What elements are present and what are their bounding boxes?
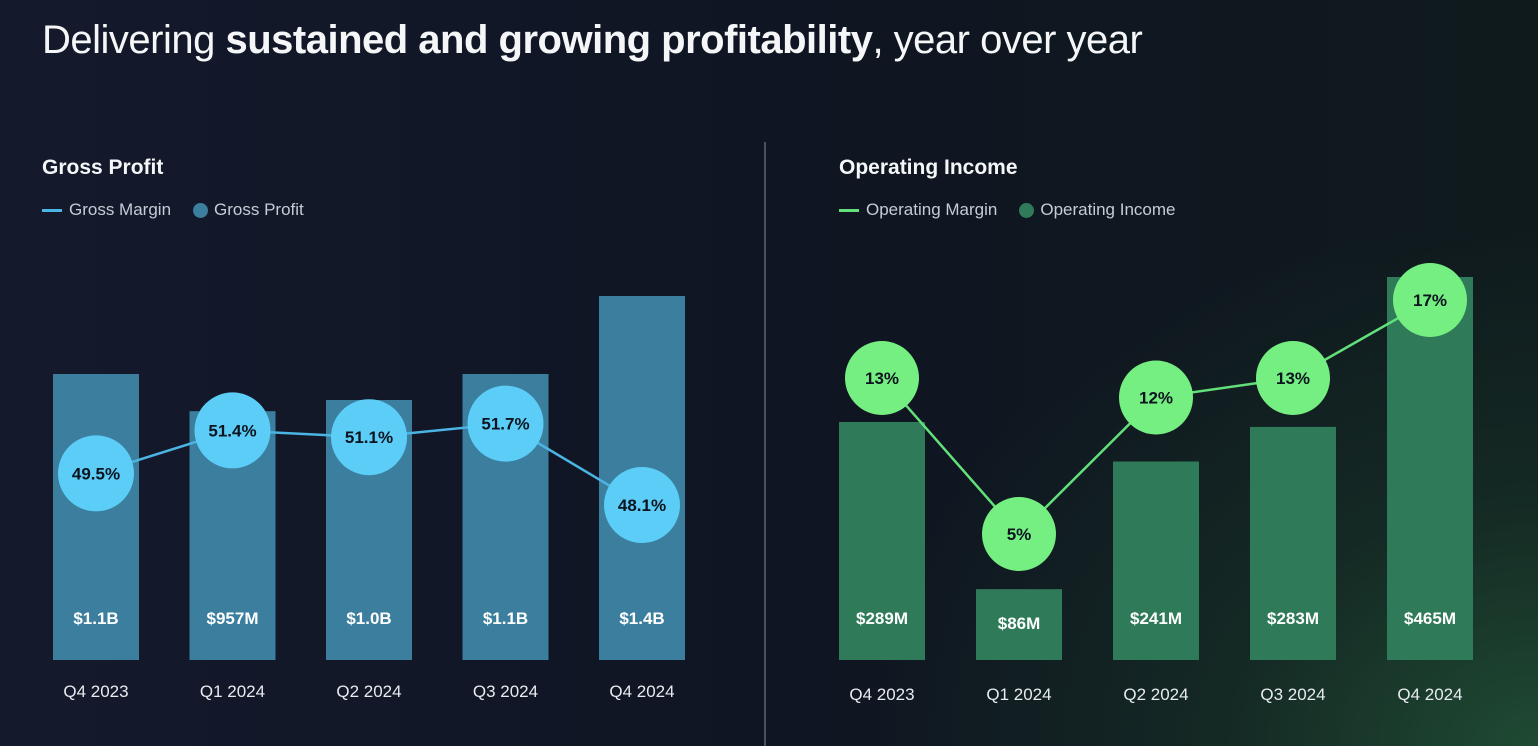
operating-income-bar-4 [1387, 277, 1473, 660]
gross-profit-bar-label-2: $1.0B [346, 609, 391, 628]
gross-profit-margin-point-2 [331, 399, 407, 476]
operating-income-margin-label-0: 13% [865, 369, 899, 388]
operating-income-dot-swatch [1019, 202, 1035, 218]
operating-income-bar-label-4: $465M [1404, 609, 1456, 628]
gross-profit-margin-label-1: 51.4% [208, 421, 256, 440]
slide-title: Delivering sustained and growing profita… [42, 18, 1143, 63]
gross-profit-category-label-2: Q2 2024 [336, 682, 401, 701]
title-prefix: Delivering [42, 18, 226, 62]
gross-profit-dot-swatch [193, 202, 209, 218]
legend-gross-profit: Gross Profit [214, 200, 304, 219]
operating-income-margin-label-2: 12% [1139, 389, 1173, 408]
gross-profit-title: Gross Profit [42, 156, 164, 179]
operating-margin-line-swatch [839, 208, 859, 212]
gross-profit-chart: $1.1B Q4 2023 $957M Q1 2024 $1.0B Q2 2024 $1.1… [53, 296, 685, 701]
gross-profit-margin-label-0: 49.5% [72, 464, 120, 483]
operating-income-bar-label-0: $289M [856, 609, 908, 628]
gross-profit-bar-label-4: $1.4B [619, 609, 664, 628]
legend-operating-income: Operating Income [1040, 200, 1176, 219]
operating-income-category-label-2: Q2 2024 [1123, 685, 1188, 704]
gross-profit-legend: Gross Margin Gross Profit [42, 200, 304, 220]
gross-profit-margin-label-4: 48.1% [618, 496, 666, 515]
title-suffix: , year over year [872, 18, 1143, 62]
gross-profit-margin-point-1 [194, 392, 271, 469]
operating-income-bar-label-1: $86M [998, 614, 1041, 633]
gross-profit-bar-label-0: $1.1B [73, 609, 118, 628]
gross-profit-margin-label-2: 51.1% [345, 428, 393, 447]
operating-income-margin-point-2 [1119, 360, 1193, 435]
gross-profit-bar-label-1: $957M [207, 609, 259, 628]
gross-margin-line-swatch [42, 208, 62, 212]
gross-profit-category-label-3: Q3 2024 [473, 682, 538, 701]
gross-profit-bar-label-3: $1.1B [483, 609, 528, 628]
operating-income-margin-point-3 [1256, 341, 1330, 415]
operating-income-margin-label-4: 17% [1413, 291, 1447, 310]
operating-income-bar-2 [1113, 461, 1199, 660]
gross-profit-margin-point-4 [604, 467, 680, 543]
operating-income-category-label-4: Q4 2024 [1397, 685, 1462, 704]
gross-profit-margin-point-3 [467, 385, 544, 462]
title-bold: sustained and growing profitability [225, 18, 873, 62]
operating-income-margin-label-1: 5% [1007, 525, 1032, 544]
operating-income-bar-1 [976, 589, 1062, 660]
operating-income-bar-label-2: $241M [1130, 609, 1182, 628]
legend-operating-margin: Operating Margin [866, 200, 998, 219]
operating-income-bar-0 [839, 421, 925, 660]
gross-profit-margin-label-3: 51.7% [481, 415, 529, 434]
gross-profit-bar-0 [53, 374, 139, 660]
operating-income-title: Operating Income [839, 156, 1018, 179]
gross-profit-margin-point-0 [58, 435, 134, 512]
operating-income-bar-3 [1250, 426, 1336, 660]
legend-gross-margin: Gross Margin [69, 200, 172, 219]
operating-income-margin-point-4 [1393, 263, 1467, 337]
operating-income-margin-point-0 [845, 341, 919, 415]
gross-profit-category-label-1: Q1 2024 [200, 682, 265, 701]
operating-income-category-label-0: Q4 2023 [849, 685, 914, 704]
operating-income-margin-point-1 [982, 497, 1056, 571]
operating-income-category-label-3: Q3 2024 [1260, 685, 1325, 704]
gross-profit-category-label-4: Q4 2024 [609, 682, 674, 701]
operating-income-bar-label-3: $283M [1267, 609, 1319, 628]
operating-income-category-label-1: Q1 2024 [986, 685, 1051, 704]
operating-income-margin-label-3: 13% [1276, 369, 1310, 388]
panel-divider [764, 142, 766, 746]
operating-income-legend: Operating Margin Operating Income [839, 200, 1175, 220]
gross-profit-category-label-0: Q4 2023 [63, 682, 128, 701]
